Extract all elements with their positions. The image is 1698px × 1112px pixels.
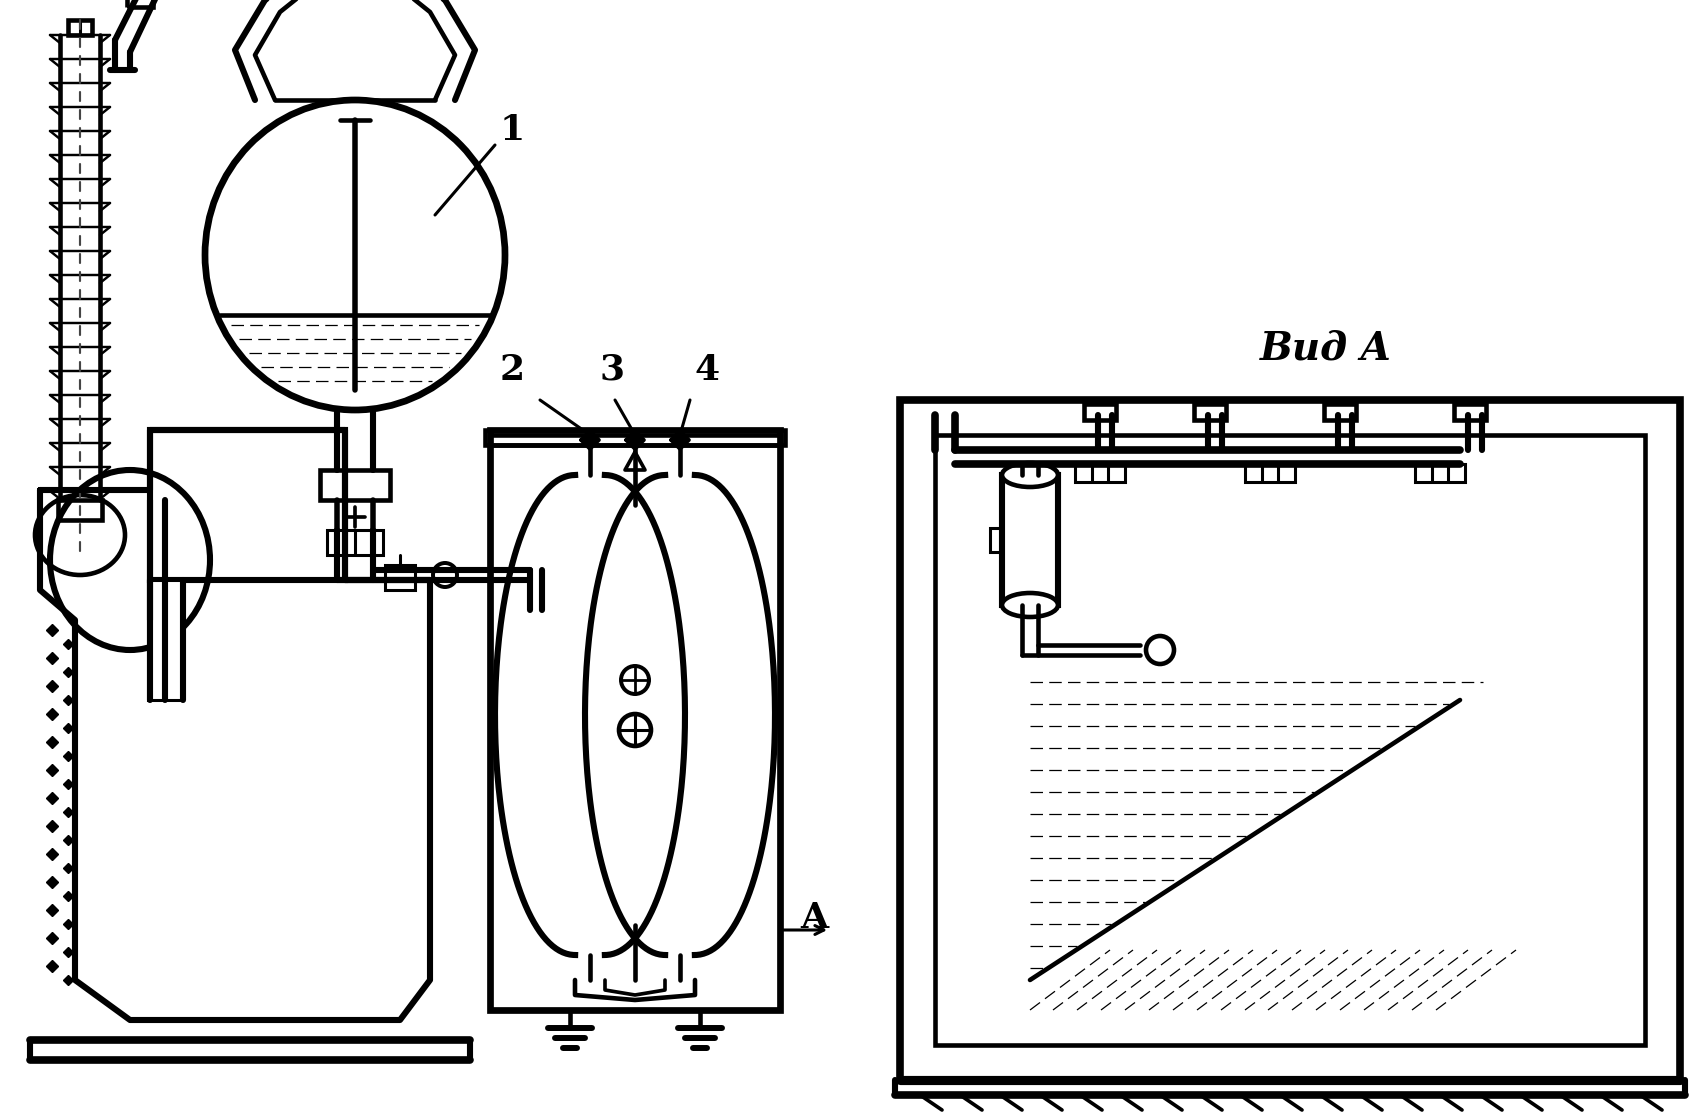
Bar bbox=[1453, 404, 1486, 420]
Bar bbox=[934, 435, 1644, 1045]
Text: 3: 3 bbox=[599, 353, 625, 387]
Bar bbox=[1194, 404, 1226, 420]
Bar bbox=[385, 565, 414, 590]
Bar bbox=[326, 530, 382, 555]
Text: 4: 4 bbox=[694, 353, 720, 387]
Bar bbox=[1075, 464, 1124, 481]
Bar bbox=[900, 400, 1679, 1080]
Bar bbox=[149, 430, 345, 580]
Bar bbox=[319, 470, 391, 500]
Polygon shape bbox=[625, 431, 644, 449]
Bar bbox=[68, 20, 92, 34]
Ellipse shape bbox=[1146, 636, 1173, 664]
Polygon shape bbox=[671, 431, 689, 449]
Bar bbox=[58, 500, 102, 520]
Bar bbox=[148, 580, 183, 699]
Bar bbox=[1323, 404, 1355, 420]
Bar bbox=[127, 0, 153, 7]
Text: 2: 2 bbox=[499, 353, 525, 387]
Bar bbox=[1002, 475, 1058, 605]
Text: A: A bbox=[800, 901, 827, 935]
Bar bbox=[1083, 404, 1116, 420]
Bar bbox=[484, 430, 784, 445]
Bar bbox=[990, 528, 1002, 552]
Bar bbox=[1245, 464, 1294, 481]
Text: Вид A: Вид A bbox=[1260, 330, 1391, 368]
Bar bbox=[489, 430, 779, 1010]
Ellipse shape bbox=[1002, 593, 1058, 617]
Ellipse shape bbox=[1002, 463, 1058, 487]
Bar bbox=[1414, 464, 1464, 481]
Polygon shape bbox=[581, 431, 599, 449]
Text: 1: 1 bbox=[499, 113, 525, 147]
